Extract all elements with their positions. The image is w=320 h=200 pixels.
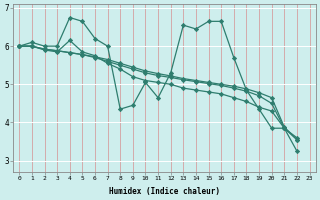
X-axis label: Humidex (Indice chaleur): Humidex (Indice chaleur) (109, 187, 220, 196)
